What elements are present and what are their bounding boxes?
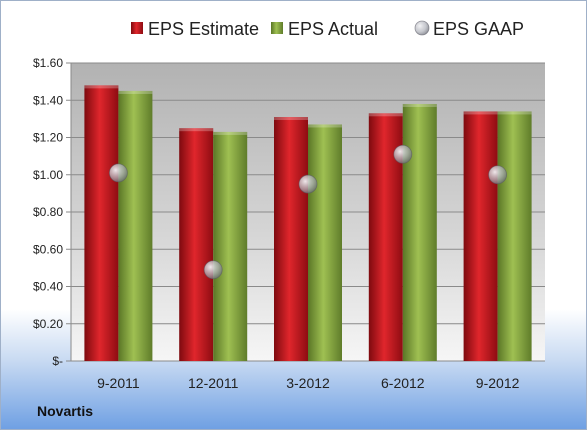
eps-actual-bar bbox=[308, 124, 342, 362]
y-tick-label: $0.80 bbox=[33, 205, 63, 219]
y-tick-label: $0.60 bbox=[33, 242, 63, 256]
eps-actual-bar bbox=[497, 111, 532, 361]
legend-estimate-swatch bbox=[131, 22, 143, 34]
bar-top-highlight bbox=[179, 128, 214, 132]
bar-top-highlight bbox=[368, 113, 403, 117]
eps-gaap-marker bbox=[393, 144, 413, 164]
y-tick-label: $- bbox=[52, 354, 63, 368]
chart-legend: EPS Estimate EPS Actual EPS GAAP bbox=[131, 19, 524, 39]
legend-gaap-swatch bbox=[414, 20, 430, 36]
legend-actual-swatch bbox=[271, 22, 283, 34]
legend-label: EPS Actual bbox=[288, 19, 378, 39]
bar-top-highlight bbox=[274, 117, 308, 121]
eps-actual-bar bbox=[402, 103, 437, 361]
x-category-label: 12-2011 bbox=[188, 375, 239, 391]
bar-top-highlight bbox=[463, 111, 498, 115]
y-tick-label: $1.60 bbox=[33, 56, 63, 70]
x-category-label: 9-2011 bbox=[97, 375, 140, 391]
x-category-label: 9-2012 bbox=[476, 375, 520, 391]
eps-gaap-marker bbox=[298, 174, 318, 194]
gaap-markers bbox=[109, 144, 508, 280]
company-name: Novartis bbox=[37, 403, 94, 419]
bar-top-highlight bbox=[402, 103, 437, 107]
bar-top-highlight bbox=[213, 131, 248, 135]
x-category-label: 6-2012 bbox=[381, 375, 425, 391]
eps-gaap-marker bbox=[488, 165, 508, 185]
bars bbox=[84, 85, 532, 362]
eps-actual-bar bbox=[213, 131, 248, 361]
eps-actual-bar bbox=[118, 90, 153, 361]
y-tick-label: $0.40 bbox=[33, 280, 63, 294]
eps-estimate-bar bbox=[84, 85, 119, 361]
x-axis: 9-2011 12-2011 3-2012 6-2012 9-2012 bbox=[97, 375, 519, 391]
eps-gaap-marker bbox=[109, 163, 128, 183]
bar-top-highlight bbox=[497, 111, 532, 115]
bar-top-highlight bbox=[84, 85, 119, 89]
eps-gaap-marker bbox=[203, 260, 223, 280]
eps-estimate-bar bbox=[179, 128, 214, 361]
y-tick-label: $0.20 bbox=[33, 317, 63, 331]
legend-label: EPS Estimate bbox=[148, 19, 259, 39]
bar-top-highlight bbox=[118, 90, 153, 94]
legend-label: EPS GAAP bbox=[433, 19, 524, 39]
y-axis: $- $0.20 $0.40 $0.60 $0.80 $1.00 $1.20 $1.40 $1.… bbox=[33, 56, 72, 368]
y-tick-label: $1.20 bbox=[33, 131, 63, 145]
eps-estimate-bar bbox=[274, 117, 308, 361]
x-category-label: 3-2012 bbox=[286, 375, 330, 391]
y-tick-label: $1.40 bbox=[33, 93, 63, 107]
bar-top-highlight bbox=[308, 124, 342, 128]
y-tick-label: $1.00 bbox=[33, 168, 63, 182]
eps-estimate-bar bbox=[463, 111, 498, 361]
